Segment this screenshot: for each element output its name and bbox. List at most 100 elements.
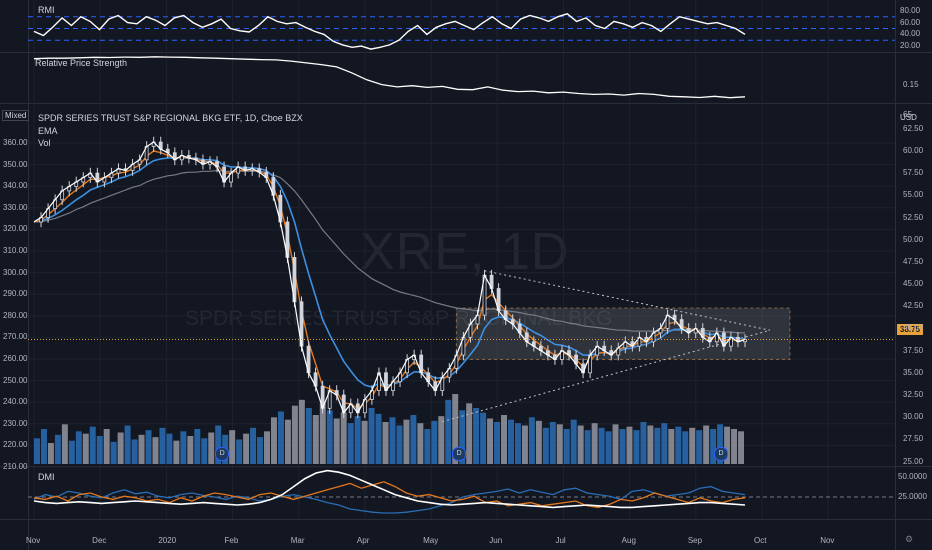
right-tick-62.50: 62.50 [903,123,924,133]
ema-mid-line [33,157,746,388]
volume-bar [480,412,487,464]
volume-bar [396,425,403,464]
x-axis-label-aug: Aug [621,536,636,545]
volume-bar [633,430,640,464]
rps-line [33,56,746,99]
volume-bar [124,425,131,464]
x-axis-label-nov: Nov [26,536,41,545]
volume-bar [549,422,556,464]
scale-mode-toggle[interactable]: Mixed [2,110,30,121]
volume-bar [243,433,250,464]
volume-bar [508,419,514,464]
right-tick-47.50: 47.50 [903,256,924,266]
last-price-badge: 38.75 [897,324,924,335]
volume-bar [591,423,598,464]
x-axis-label-sep: Sep [687,536,703,545]
x-axis-label-apr: Apr [356,536,370,545]
volume-bar [382,422,389,464]
dividend-marker[interactable]: D [452,447,467,461]
left-tick-210.00: 210.00 [3,462,28,471]
volume-bar [34,438,40,464]
right-tick-40.00: 40.00 [903,323,924,333]
x-axis-label-2020: 2020 [158,536,177,545]
volume-bar [250,427,257,464]
left-tick-310.00: 310.00 [3,246,28,255]
volume-bar [312,415,319,464]
right-tick-50.00: 50.00 [903,234,924,244]
volume-bar [535,420,542,464]
left-tick-300.00: 300.00 [3,267,28,277]
main-title[interactable]: SPDR SERIES TRUST S&P REGIONAL BKG ETF, … [38,113,303,123]
x-axis-label-mar: Mar [290,536,305,545]
volume-bar [375,413,382,464]
settings-icon[interactable]: ⚙ [905,534,914,544]
volume-bar [368,408,375,464]
volume-bar [696,430,703,464]
ema-legend[interactable]: EMA [38,126,58,136]
left-tick-260.00: 260.00 [3,354,28,363]
left-tick-340.00: 340.00 [3,181,28,191]
volume-bar [682,431,689,464]
ema-fast-line [33,150,746,410]
ema-slow-line [34,169,745,334]
left-axis-separator [28,0,29,550]
volume-bar [236,439,243,464]
volume-bar [710,429,717,464]
volume-bar [494,422,501,464]
rmi-line [33,13,746,50]
dividend-marker[interactable]: D [714,447,729,461]
volume-bar [619,429,626,464]
volume-bar [187,436,194,464]
volume-bar [501,415,507,464]
volume-bar [584,430,591,464]
volume-bar [668,429,675,464]
right-tick-52.50: 52.50 [903,212,924,222]
volume-bar [466,403,473,464]
volume-bar [570,419,577,464]
currency-label[interactable]: USD [900,113,917,122]
volume-bar [542,427,549,464]
close-line [33,141,746,414]
volume-bar [229,430,236,464]
left-tick-360.00: 360.00 [3,138,28,147]
left-tick-280.00: 280.00 [3,310,28,320]
x-axis-label-jul: Jul [555,536,566,545]
rps-title[interactable]: Relative Price Strength [35,58,128,68]
right-tick-top: 65 [903,110,912,119]
dmi-title[interactable]: DMI [38,472,55,482]
volume-bar [473,408,480,464]
volume-bar [438,416,445,464]
volume-bar [264,431,270,464]
volume-bar [82,433,89,464]
volume-bar [528,417,535,464]
volume-bar [333,418,340,464]
volume-bar [138,434,145,464]
volume-bar [96,436,103,464]
volume-bar [40,429,47,464]
volume-bar [647,425,654,464]
volume-bar [152,437,159,464]
volume-bar [61,424,68,464]
volume-bar [577,425,584,464]
dividend-marker[interactable]: D [215,447,230,461]
volume-bar [417,423,424,464]
volume-bar [159,427,166,464]
rmi-title[interactable]: RMI [38,5,55,15]
vol-legend[interactable]: Vol [38,138,51,148]
volume-bar [521,425,528,464]
right-tick-60.00: 60.00 [903,145,924,155]
volume-bar [738,431,744,464]
volume-bar [291,405,298,464]
volume-bar [257,437,264,464]
rmi-tick-80.00: 80.00 [900,5,921,15]
volume-bar [612,424,619,464]
volume-bar [319,403,326,464]
left-tick-320.00: 320.00 [3,224,28,234]
x-axis-label-feb: Feb [224,536,239,545]
right-tick-35.00: 35.00 [903,367,924,377]
left-tick-270.00: 270.00 [3,332,28,342]
left-tick-250.00: 250.00 [3,375,28,385]
volume-bar [166,433,173,464]
volume-bar [731,429,738,464]
